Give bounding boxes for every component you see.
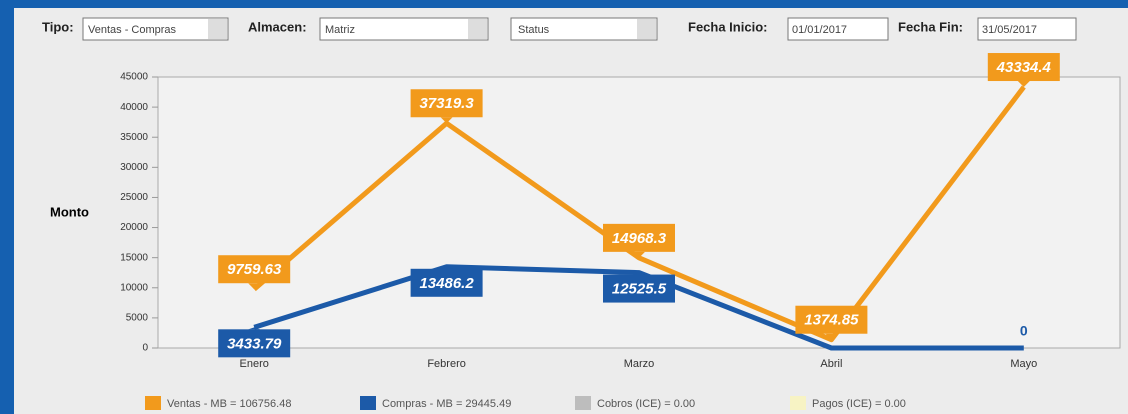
y-tick-label: 15000 [120, 252, 148, 263]
y-tick-label: 40000 [120, 102, 148, 113]
label: Fecha Inicio: [688, 19, 767, 34]
date-value: 01/01/2017 [792, 24, 847, 36]
data-label: 0 [1020, 323, 1028, 339]
y-tick-label: 45000 [120, 72, 148, 83]
data-label: 43334.4 [996, 59, 1052, 76]
x-tick-label: Marzo [624, 358, 655, 370]
legend-label: Compras - MB = 29445.49 [382, 398, 511, 410]
dropdown-button[interactable] [208, 19, 227, 39]
legend-swatch [575, 396, 591, 410]
dropdown-button[interactable] [468, 19, 487, 39]
plot-area [158, 77, 1120, 348]
dropdown-button[interactable] [637, 19, 656, 39]
data-label: 9759.63 [227, 261, 282, 278]
y-axis-label: Monto [50, 204, 89, 219]
data-label: 12525.5 [612, 281, 667, 298]
x-tick-label: Enero [240, 358, 269, 370]
label: Tipo: [42, 19, 74, 34]
y-tick-label: 20000 [120, 222, 148, 233]
label: Almacen: [248, 19, 307, 34]
legend-label: Cobros (ICE) = 0.00 [597, 398, 695, 410]
x-tick-label: Febrero [427, 358, 466, 370]
select-value: Ventas - Compras [88, 24, 177, 36]
y-tick-label: 30000 [120, 162, 148, 173]
select-value: Matriz [325, 24, 355, 36]
legend-swatch [790, 396, 806, 410]
legend-label: Pagos (ICE) = 0.00 [812, 398, 906, 410]
x-tick-label: Mayo [1010, 358, 1037, 370]
data-label: 37319.3 [419, 95, 474, 112]
legend-swatch [360, 396, 376, 410]
legend-swatch [145, 396, 161, 410]
legend-label: Ventas - MB = 106756.48 [167, 398, 291, 410]
y-tick-label: 5000 [126, 313, 149, 324]
select-value: Status [518, 24, 550, 36]
screen: Tipo: Ventas - Compras Almacen: Matriz S… [0, 0, 1128, 414]
data-label: 13486.2 [419, 275, 474, 292]
data-label: 1374.85 [804, 312, 859, 329]
data-label: 3433.79 [227, 335, 282, 352]
y-tick-label: 10000 [120, 282, 148, 293]
data-label: 14968.3 [612, 230, 667, 247]
y-tick-label: 25000 [120, 192, 148, 203]
label: Fecha Fin: [898, 19, 963, 34]
date-value: 31/05/2017 [982, 24, 1037, 36]
y-tick-label: 35000 [120, 132, 148, 143]
x-tick-label: Abril [820, 358, 842, 370]
y-tick-label: 0 [142, 343, 148, 354]
